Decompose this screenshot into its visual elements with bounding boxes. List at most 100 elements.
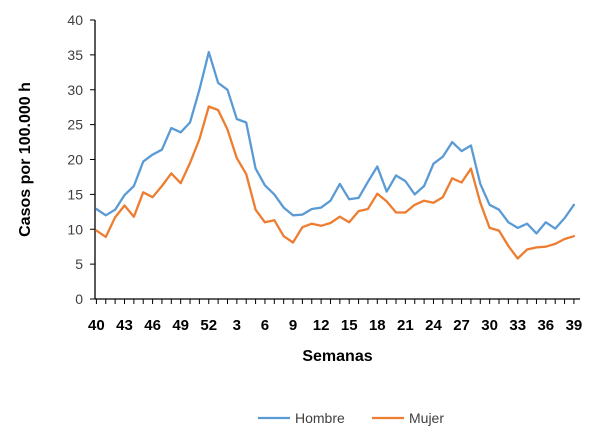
data-point-mujer (161, 185, 163, 187)
data-point-mujer (95, 229, 98, 232)
data-point-hombre (226, 88, 229, 91)
data-point-mujer (123, 204, 126, 207)
data-point-hombre (301, 213, 304, 216)
data-point-hombre (217, 81, 220, 84)
data-point-mujer (573, 235, 575, 238)
data-point-mujer (151, 196, 154, 199)
x-tick-label: 40 (88, 317, 105, 334)
data-point-mujer (441, 196, 444, 199)
data-point-hombre (142, 160, 145, 163)
data-point-mujer (357, 210, 360, 213)
data-point-hombre (441, 155, 444, 158)
data-point-hombre (264, 184, 266, 187)
y-tick-label: 40 (67, 12, 83, 28)
x-tick-label: 21 (397, 317, 414, 334)
data-point-hombre (573, 203, 575, 206)
legend-label-mujer: Mujer (409, 410, 444, 426)
data-point-mujer (329, 222, 332, 224)
x-tick-label: 6 (261, 317, 269, 334)
data-point-mujer (432, 201, 435, 204)
x-tick-label: 9 (289, 317, 297, 334)
x-tick-label: 49 (172, 317, 189, 334)
series-line-mujer (95, 105, 576, 260)
data-point-hombre (273, 193, 276, 196)
data-point-mujer (423, 199, 426, 202)
y-tick-label: 0 (75, 291, 83, 307)
data-point-mujer (451, 177, 454, 180)
data-point-hombre (198, 88, 201, 91)
x-tick-label: 18 (369, 317, 386, 334)
data-point-mujer (189, 162, 191, 164)
data-point-hombre (404, 180, 407, 183)
data-point-mujer (254, 208, 257, 211)
data-point-mujer (273, 219, 276, 222)
y-tick-label: 30 (67, 82, 83, 98)
data-point-mujer (507, 245, 510, 247)
data-point-mujer (142, 191, 145, 194)
data-point-hombre (526, 222, 528, 225)
x-tick-label: 30 (481, 317, 498, 334)
data-point-hombre (189, 121, 191, 124)
data-point-hombre (348, 198, 351, 201)
data-point-hombre (207, 51, 210, 53)
x-tick-label: 15 (341, 317, 358, 334)
data-point-hombre (357, 196, 360, 199)
data-point-hombre (235, 118, 238, 120)
legend-label-hombre: Hombre (295, 410, 345, 426)
data-point-hombre (310, 208, 313, 210)
data-point-hombre (544, 221, 547, 224)
data-point-hombre (245, 121, 248, 124)
data-point-hombre (479, 183, 482, 185)
data-point-hombre (395, 174, 397, 177)
x-tick-label: 12 (313, 317, 330, 334)
data-point-hombre (423, 185, 426, 187)
x-tick-label: 52 (200, 317, 217, 334)
data-point-mujer (535, 246, 538, 249)
data-point-mujer (292, 241, 294, 244)
data-point-hombre (451, 141, 454, 143)
data-point-mujer (367, 208, 369, 210)
x-tick-label: 27 (453, 317, 470, 334)
data-point-mujer (338, 215, 341, 218)
y-tick-label: 15 (67, 186, 83, 202)
data-point-hombre (104, 214, 107, 217)
y-axis-title: Casos por 100.000 h (17, 82, 34, 237)
data-point-hombre (320, 206, 323, 209)
x-axis-title: Semanas (302, 348, 372, 365)
data-point-mujer (320, 224, 323, 227)
x-tick-label: 33 (509, 317, 526, 334)
data-point-hombre (488, 203, 491, 206)
x-tick-label: 3 (233, 317, 241, 334)
data-point-hombre (516, 226, 519, 229)
data-point-hombre (329, 199, 332, 202)
data-point-hombre (507, 221, 510, 224)
data-point-mujer (104, 236, 107, 238)
data-point-mujer (348, 221, 351, 224)
data-point-mujer (413, 203, 416, 206)
data-point-hombre (114, 208, 117, 211)
data-point-mujer (114, 216, 117, 219)
x-tick-label: 24 (425, 317, 442, 334)
x-tick-label: 39 (566, 317, 583, 334)
data-point-mujer (235, 157, 238, 160)
data-point-mujer (170, 172, 173, 175)
data-point-hombre (563, 217, 566, 219)
data-point-hombre (413, 193, 416, 196)
data-point-hombre (123, 194, 126, 196)
data-point-hombre (132, 185, 135, 187)
data-point-mujer (526, 248, 528, 251)
data-point-hombre (535, 232, 538, 235)
data-point-mujer (470, 167, 472, 170)
y-tick-label: 5 (75, 256, 83, 272)
data-point-hombre (338, 183, 341, 185)
data-point-hombre (460, 150, 463, 153)
y-tick-label: 25 (67, 117, 83, 133)
data-point-mujer (395, 211, 397, 214)
data-point-hombre (151, 153, 154, 156)
data-point-mujer (404, 211, 407, 214)
data-point-hombre (170, 127, 173, 130)
data-point-hombre (254, 167, 257, 170)
data-point-mujer (245, 173, 248, 176)
